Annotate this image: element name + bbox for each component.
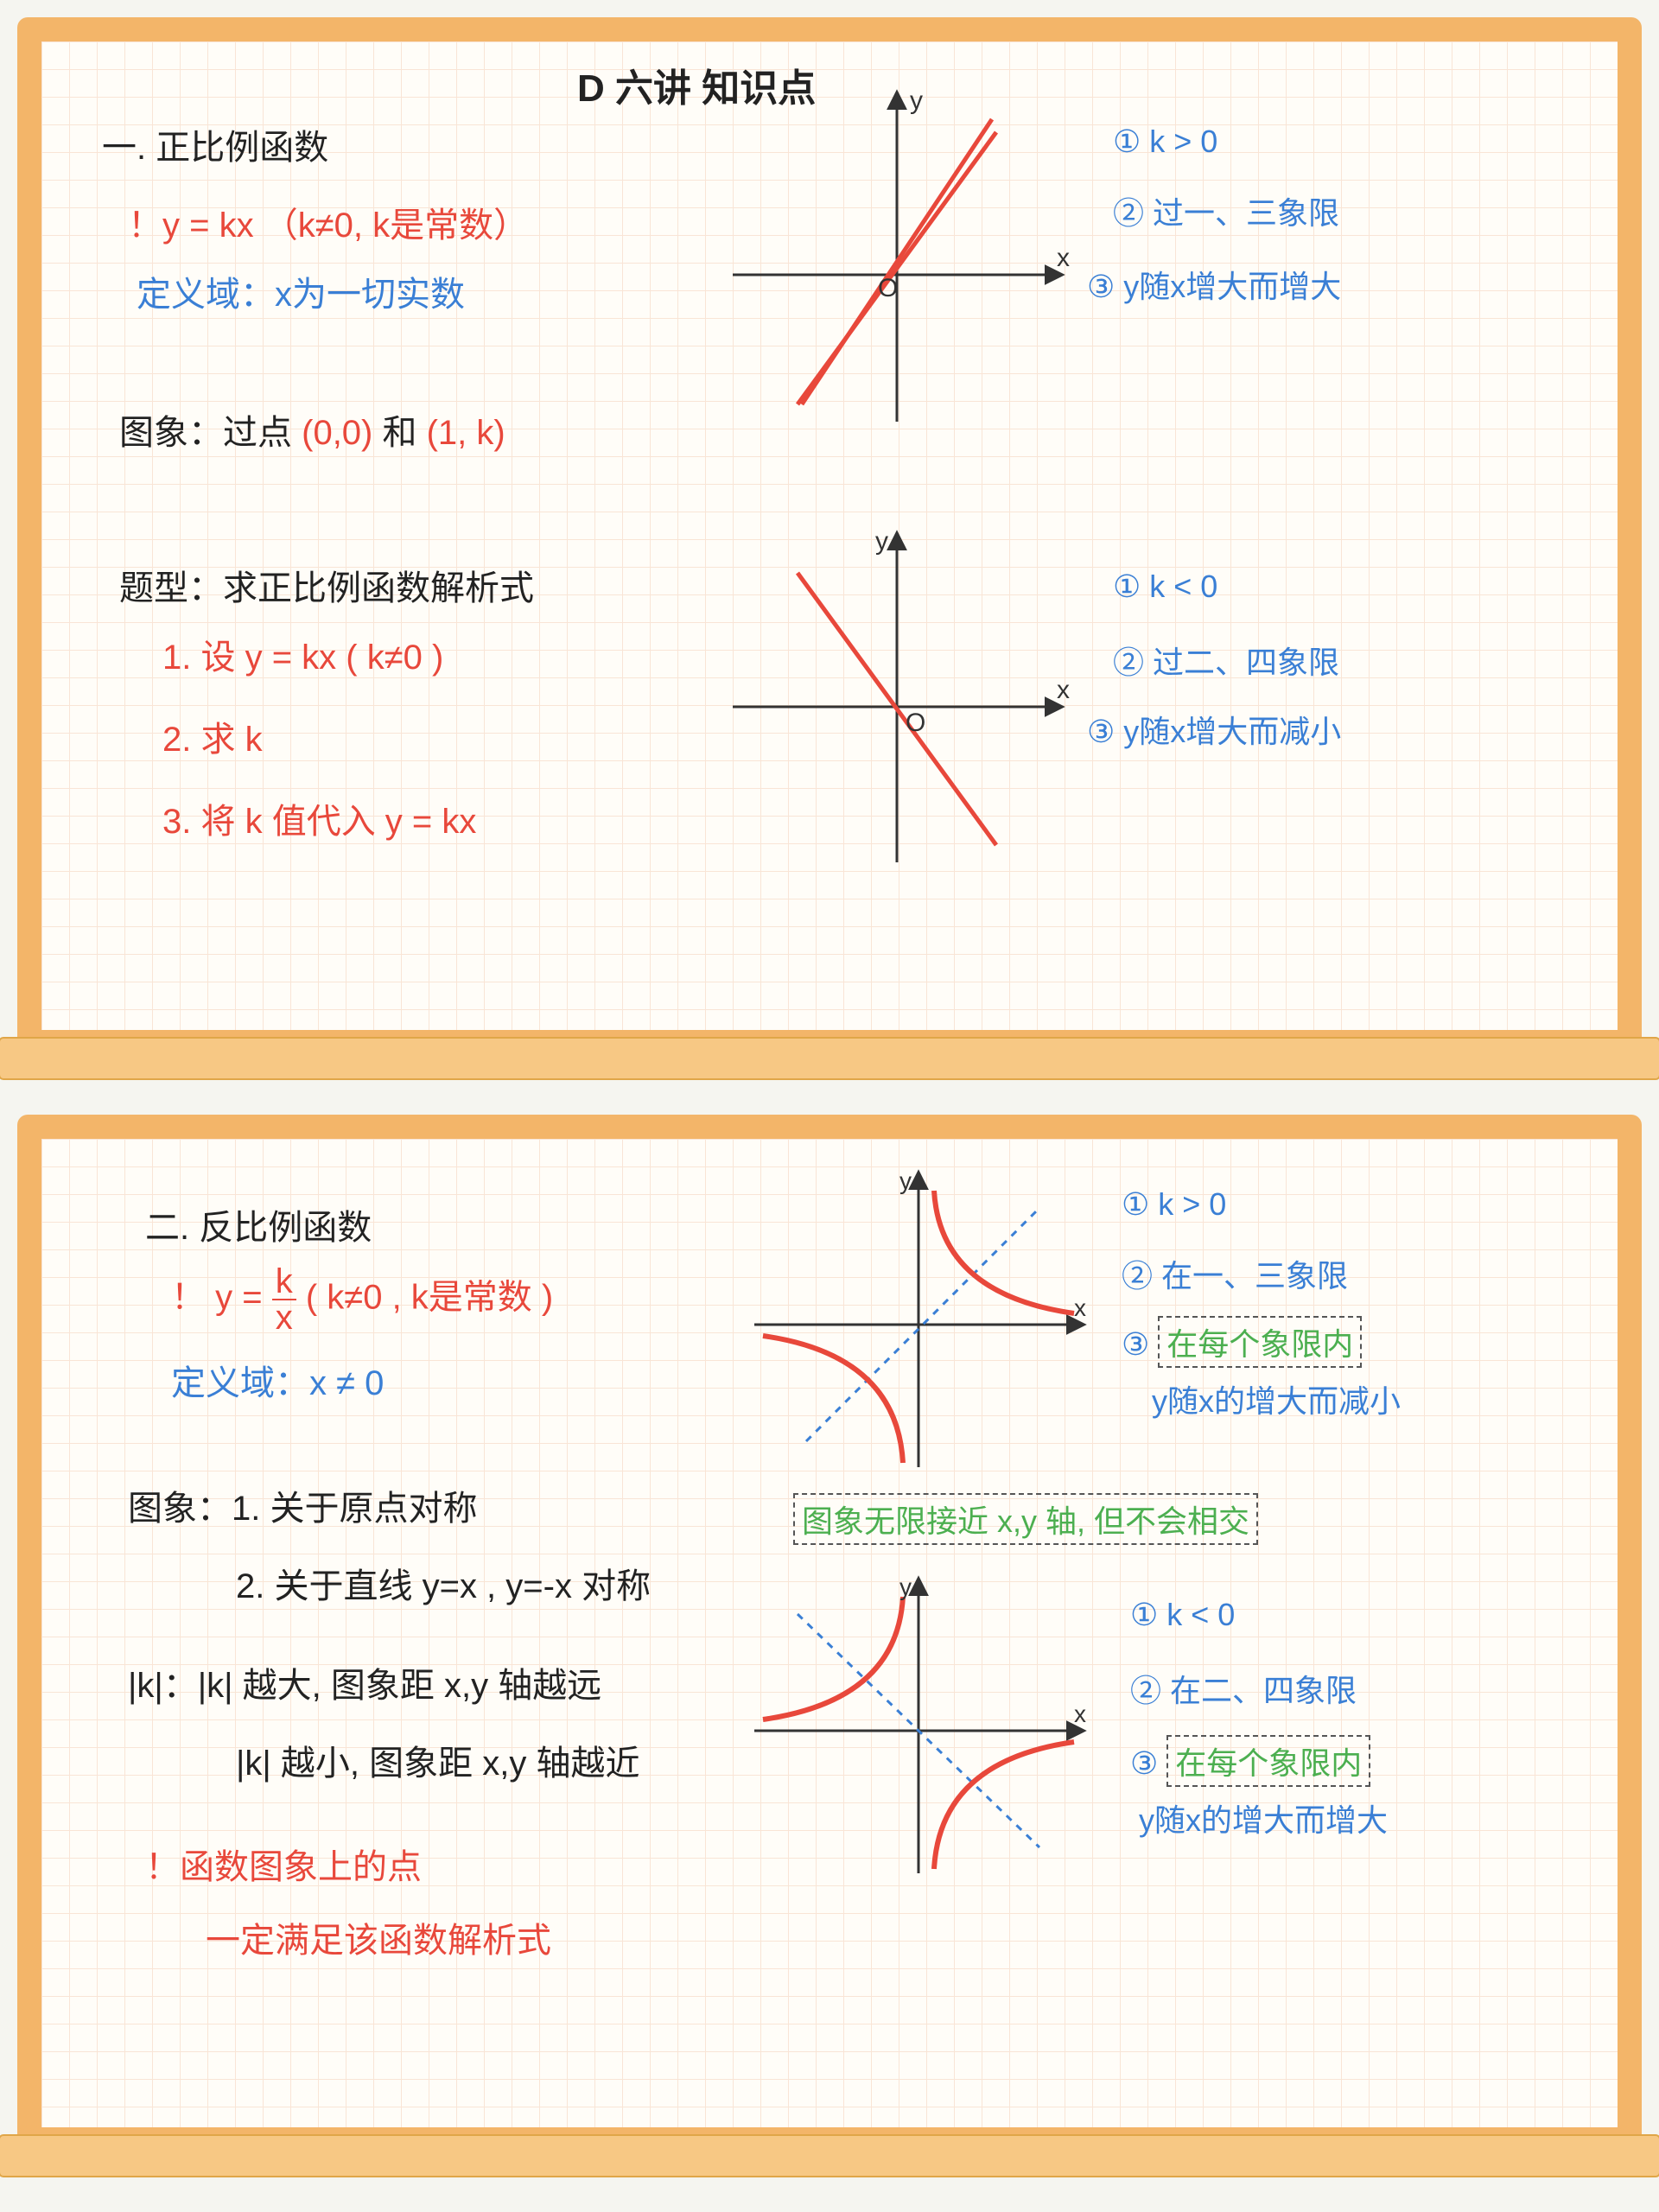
b2g2-p2: ② 在二、四象限 — [1130, 1666, 1357, 1711]
board1-domain: 定义域：x为一切实数 — [137, 266, 465, 316]
board1-ledge — [0, 1037, 1659, 1080]
b1g2-p1: ① k < 0 — [1113, 569, 1217, 605]
b1g1-p2: ② 过一、三象限 — [1113, 188, 1339, 233]
b2g2-p1: ① k < 0 — [1130, 1597, 1235, 1633]
y-axis-label: y — [910, 86, 923, 115]
b2g2-p3: ③ 在每个象限内 — [1130, 1735, 1370, 1787]
origin-label: O — [878, 274, 898, 302]
b1g2-p3: ③ y随x增大而减小 — [1087, 707, 1341, 752]
board1-problem-header: 题型：求正比例函数解析式 — [119, 560, 534, 610]
b2g1-p1: ① k > 0 — [1122, 1186, 1226, 1223]
board1-step3: 3. 将 k 值代入 y = kx — [162, 793, 476, 843]
b1g1-p3: ③ y随x增大而增大 — [1087, 262, 1341, 307]
b2g1-p3: ③ 在每个象限内 — [1122, 1316, 1362, 1368]
board2-graph1: x y — [746, 1165, 1091, 1476]
x-axis-label: x — [1057, 244, 1070, 272]
svg-text:y: y — [899, 1167, 912, 1194]
b1g2-p2: ② 过二、四象限 — [1113, 638, 1339, 683]
board2-domain: 定义域：x ≠ 0 — [171, 1355, 384, 1405]
board1-section: 一. 正比例函数 — [102, 119, 328, 169]
board1-formula: ！y = kx （k≠0, k是常数） — [128, 197, 528, 247]
b2g1-p3b: y随x的增大而减小 — [1152, 1376, 1401, 1421]
board2-note1: ！函数图象上的点 — [145, 1839, 422, 1889]
board2-graph2: x y — [746, 1571, 1091, 1882]
board1-graph2: O x y — [715, 525, 1078, 871]
board2-absk-1: |k|：|k| 越大, 图象距 x,y 轴越远 — [128, 1657, 601, 1707]
b2g2-p3b: y随x的增大而增大 — [1139, 1796, 1388, 1840]
board2-formula: ！ y = kx ( k≠0 , k是常数 ) — [171, 1264, 553, 1335]
svg-text:x: x — [1074, 1700, 1086, 1727]
svg-text:y: y — [875, 527, 888, 556]
board1-step2: 2. 求 k — [162, 711, 263, 761]
board1-graph-label: 图象：过点 (0,0) 和 (1, k) — [119, 404, 505, 454]
svg-text:x: x — [1074, 1294, 1086, 1321]
svg-text:x: x — [1057, 676, 1070, 704]
svg-text:y: y — [899, 1573, 912, 1600]
board-1: D 六讲 知识点 一. 正比例函数 ！y = kx （k≠0, k是常数） 定义… — [17, 17, 1642, 1054]
b2g1-p2: ② 在一、三象限 — [1122, 1251, 1348, 1296]
board-2: 二. 反比例函数 ！ y = kx ( k≠0 , k是常数 ) 定义域：x ≠… — [17, 1115, 1642, 2152]
board2-section: 二. 反比例函数 — [145, 1199, 372, 1249]
b1g1-p1: ① k > 0 — [1113, 124, 1217, 160]
board2-asymptote-note: 图象无限接近 x,y 轴, 但不会相交 — [793, 1493, 1258, 1545]
board2-note2: 一定满足该函数解析式 — [206, 1912, 551, 1962]
board2-graphprops-2: 2. 关于直线 y=x , y=-x 对称 — [236, 1558, 651, 1608]
svg-text:O: O — [906, 709, 925, 737]
board1-step1: 1. 设 y = kx ( k≠0 ) — [162, 629, 443, 679]
board1-graph1: O x y — [715, 85, 1078, 430]
board2-graphprops-1: 图象：1. 关于原点对称 — [128, 1480, 477, 1530]
board2-absk-2: |k| 越小, 图象距 x,y 轴越近 — [236, 1735, 639, 1785]
board2-ledge — [0, 2134, 1659, 2177]
